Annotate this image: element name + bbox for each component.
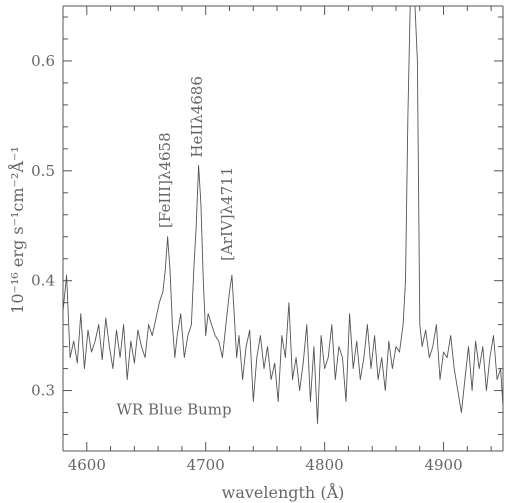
y-axis-title: 10⁻¹⁶ erg s⁻¹cm⁻²Å⁻¹ [7,146,27,314]
spectrum-series [62,5,504,424]
y-tick-label: 0.4 [31,272,55,290]
annotation-label: [ArIV]λ4711 [218,167,236,261]
line-annotations: [FeIII]λ4658 HeIIλ4686 [ArIV]λ4711 WR Blue … [117,76,236,419]
spectrum-line [62,5,504,424]
plot-frame [62,5,504,452]
annotation-label: HeIIλ4686 [188,76,206,158]
axis-ticks [62,6,503,451]
annotation-label: [FeIII]λ4658 [156,132,174,228]
annotation-label: WR Blue Bump [117,401,232,419]
y-tick-label: 0.3 [31,382,55,400]
x-tick-label: 4900 [424,456,462,474]
y-tick-label: 0.5 [31,162,55,180]
axis-tick-labels: 4600 4700 4800 4900 0.3 0.4 0.5 0.6 [31,52,462,474]
x-tick-label: 4800 [306,456,344,474]
x-tick-label: 4600 [68,456,106,474]
y-tick-label: 0.6 [31,52,55,70]
x-tick-label: 4700 [187,456,225,474]
x-axis-title: wavelength (Å) [222,482,345,502]
